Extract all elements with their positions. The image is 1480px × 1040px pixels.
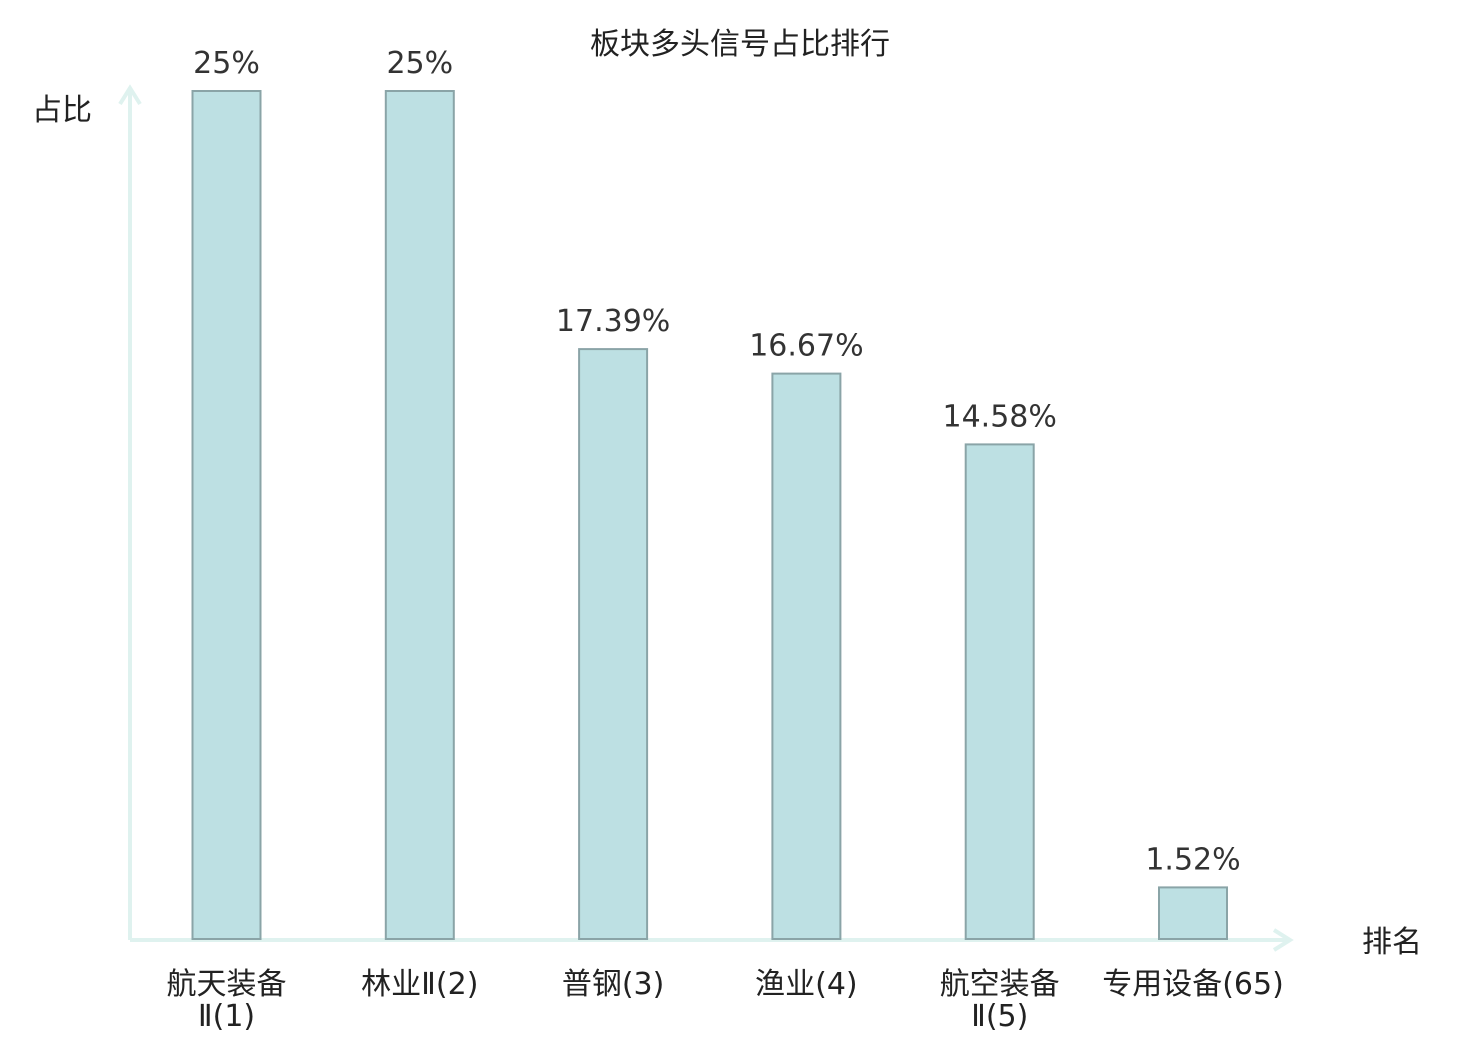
category-label-0-line-0: 航天装备 bbox=[167, 967, 287, 1002]
value-label-4: 14.58% bbox=[943, 399, 1057, 434]
bar-2 bbox=[578, 348, 649, 941]
value-label-5: 1.52% bbox=[1145, 842, 1240, 877]
bar-5 bbox=[1158, 886, 1228, 941]
bar-3 bbox=[771, 372, 842, 941]
category-label-4-line-1: Ⅱ(5) bbox=[971, 999, 1028, 1034]
chart-title: 板块多头信号占比排行 bbox=[590, 27, 890, 62]
category-label-5: 专用设备(65) bbox=[1102, 967, 1284, 1002]
value-label-0: 25% bbox=[193, 46, 260, 81]
value-label-3: 16.67% bbox=[749, 329, 863, 364]
category-label-1: 林业Ⅱ(2) bbox=[361, 967, 478, 1002]
category-label-4-line-0: 航空装备 bbox=[940, 967, 1060, 1002]
value-labels-group: 25% 25% 17.39% 16.67% 14.58% 1.52% bbox=[193, 46, 1241, 877]
x-axis-label: 排名 bbox=[1362, 925, 1422, 960]
bars-group bbox=[191, 90, 1228, 941]
value-label-2: 17.39% bbox=[556, 304, 670, 339]
category-label-0-line-1: Ⅱ(1) bbox=[198, 999, 255, 1034]
bar-1 bbox=[384, 90, 455, 940]
category-label-3: 渔业(4) bbox=[755, 967, 858, 1002]
bar-0 bbox=[191, 90, 262, 940]
y-axis-label: 占比 bbox=[32, 93, 92, 128]
value-label-1: 25% bbox=[386, 46, 453, 81]
category-label-2: 普钢(3) bbox=[562, 967, 665, 1002]
bar-4 bbox=[964, 443, 1035, 940]
